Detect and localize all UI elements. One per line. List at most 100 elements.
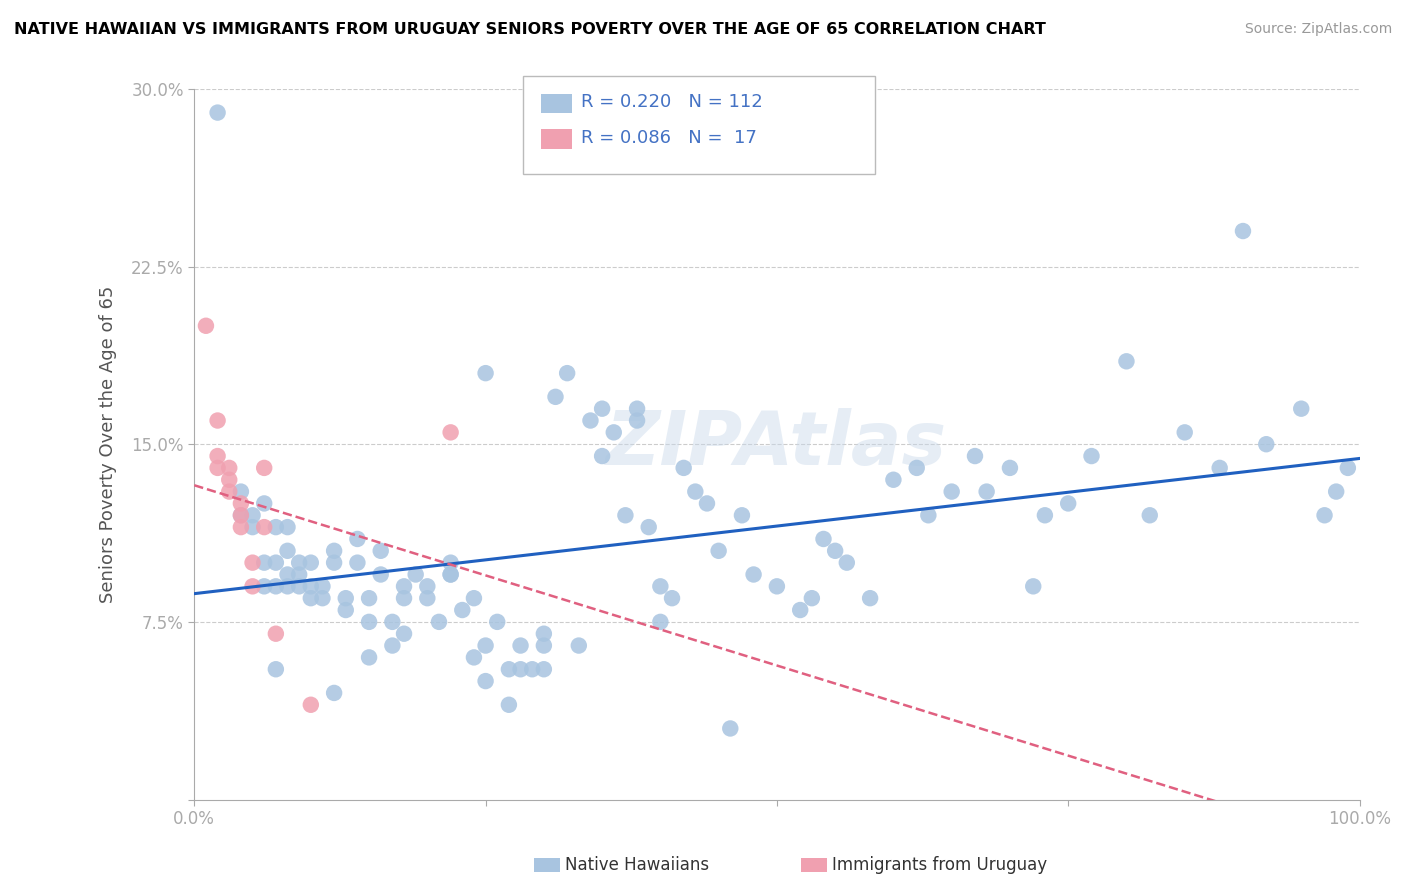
- Point: [1115, 354, 1137, 368]
- Point: [253, 520, 276, 534]
- Point: [718, 722, 741, 736]
- Point: [346, 556, 368, 570]
- Point: [264, 520, 287, 534]
- Point: [998, 461, 1021, 475]
- Point: [941, 484, 963, 499]
- Point: [824, 543, 846, 558]
- Point: [1033, 508, 1056, 523]
- Point: [357, 650, 380, 665]
- Point: [1313, 508, 1336, 523]
- Point: [427, 615, 450, 629]
- Point: [882, 473, 904, 487]
- Y-axis label: Seniors Poverty Over the Age of 65: Seniors Poverty Over the Age of 65: [100, 285, 117, 603]
- Point: [451, 603, 474, 617]
- Point: [207, 449, 229, 463]
- Point: [1289, 401, 1312, 416]
- Point: [509, 662, 531, 676]
- Point: [533, 662, 555, 676]
- Point: [742, 567, 765, 582]
- Text: R = 0.220   N = 112: R = 0.220 N = 112: [581, 93, 762, 111]
- Point: [591, 401, 613, 416]
- Point: [917, 508, 939, 523]
- Point: [264, 556, 287, 570]
- Point: [509, 639, 531, 653]
- Point: [323, 543, 346, 558]
- Point: [229, 508, 252, 523]
- Point: [346, 532, 368, 546]
- Text: ZIPAtlas: ZIPAtlas: [606, 408, 948, 481]
- Point: [264, 579, 287, 593]
- Point: [242, 520, 264, 534]
- Point: [626, 413, 648, 427]
- Point: [1324, 484, 1347, 499]
- Point: [207, 413, 229, 427]
- Point: [264, 626, 287, 640]
- Point: [299, 591, 322, 606]
- Point: [242, 579, 264, 593]
- Point: [288, 567, 311, 582]
- Point: [357, 591, 380, 606]
- Point: [253, 556, 276, 570]
- Point: [696, 496, 718, 510]
- Point: [253, 496, 276, 510]
- Point: [800, 591, 823, 606]
- Point: [229, 496, 252, 510]
- Point: [685, 484, 707, 499]
- Point: [1080, 449, 1102, 463]
- Point: [242, 556, 264, 570]
- Point: [1022, 579, 1045, 593]
- Point: [1057, 496, 1080, 510]
- Point: [381, 615, 404, 629]
- Point: [626, 401, 648, 416]
- Point: [498, 662, 520, 676]
- Point: [264, 662, 287, 676]
- Point: [276, 567, 298, 582]
- Point: [463, 650, 485, 665]
- Point: [672, 461, 695, 475]
- Point: [311, 579, 333, 593]
- Point: [637, 520, 659, 534]
- Point: [311, 591, 333, 606]
- Point: [905, 461, 928, 475]
- Point: [276, 543, 298, 558]
- Point: [835, 556, 858, 570]
- Point: [533, 639, 555, 653]
- Point: [253, 461, 276, 475]
- Point: [766, 579, 789, 593]
- Text: Immigrants from Uruguay: Immigrants from Uruguay: [832, 856, 1047, 874]
- Point: [976, 484, 998, 499]
- Point: [276, 520, 298, 534]
- Point: [555, 366, 578, 380]
- Point: [1232, 224, 1254, 238]
- Point: [440, 425, 463, 440]
- Text: R = 0.086   N =  17: R = 0.086 N = 17: [581, 129, 756, 147]
- Point: [463, 591, 485, 606]
- Point: [1208, 461, 1230, 475]
- Point: [859, 591, 882, 606]
- Point: [1256, 437, 1278, 451]
- Point: [323, 686, 346, 700]
- Point: [218, 484, 240, 499]
- Point: [357, 615, 380, 629]
- Point: [194, 318, 217, 333]
- Point: [299, 698, 322, 712]
- Point: [416, 579, 439, 593]
- Point: [568, 639, 591, 653]
- Point: [392, 626, 415, 640]
- Point: [405, 567, 427, 582]
- Point: [474, 674, 496, 689]
- Point: [440, 556, 463, 570]
- Point: [323, 556, 346, 570]
- Point: [486, 615, 509, 629]
- Point: [707, 543, 730, 558]
- Point: [253, 579, 276, 593]
- Point: [381, 639, 404, 653]
- Point: [1174, 425, 1197, 440]
- Point: [335, 591, 357, 606]
- Point: [1139, 508, 1161, 523]
- Point: [661, 591, 683, 606]
- Point: [370, 567, 392, 582]
- Text: NATIVE HAWAIIAN VS IMMIGRANTS FROM URUGUAY SENIORS POVERTY OVER THE AGE OF 65 CO: NATIVE HAWAIIAN VS IMMIGRANTS FROM URUGU…: [14, 22, 1046, 37]
- Point: [522, 662, 544, 676]
- Point: [731, 508, 754, 523]
